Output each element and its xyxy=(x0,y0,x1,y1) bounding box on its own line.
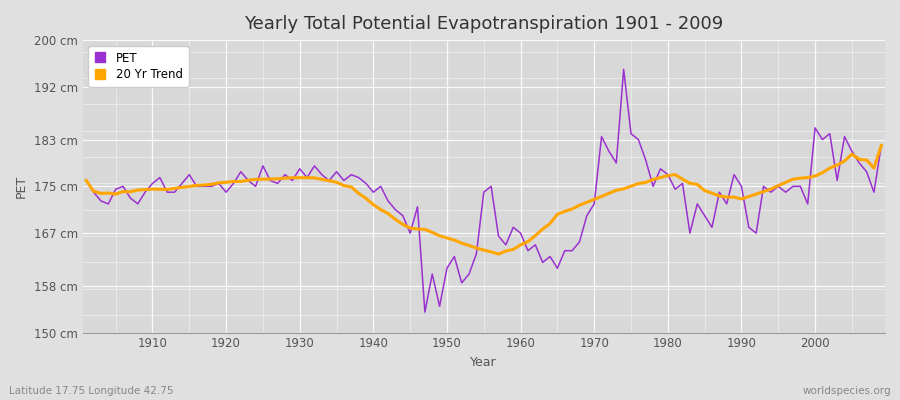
PET xyxy=(876,143,886,148)
Text: Latitude 17.75 Longitude 42.75: Latitude 17.75 Longitude 42.75 xyxy=(9,386,174,396)
Text: worldspecies.org: worldspecies.org xyxy=(803,386,891,396)
20 Yr Trend xyxy=(515,242,526,247)
PET xyxy=(140,190,150,194)
20 Yr Trend xyxy=(493,252,504,256)
PET xyxy=(523,248,534,253)
Line: 20 Yr Trend: 20 Yr Trend xyxy=(86,146,881,254)
PET xyxy=(346,172,356,177)
PET xyxy=(611,160,622,165)
PET xyxy=(515,231,526,236)
PET xyxy=(618,67,629,72)
20 Yr Trend xyxy=(302,175,312,180)
Line: PET: PET xyxy=(86,69,881,312)
PET xyxy=(81,178,92,183)
Legend: PET, 20 Yr Trend: PET, 20 Yr Trend xyxy=(88,46,188,87)
20 Yr Trend xyxy=(523,239,534,244)
20 Yr Trend xyxy=(876,143,886,148)
PET xyxy=(419,310,430,314)
20 Yr Trend xyxy=(611,188,622,193)
20 Yr Trend xyxy=(81,178,92,183)
PET xyxy=(302,175,312,180)
Y-axis label: PET: PET xyxy=(15,175,28,198)
Title: Yearly Total Potential Evapotranspiration 1901 - 2009: Yearly Total Potential Evapotranspiratio… xyxy=(244,15,724,33)
X-axis label: Year: Year xyxy=(471,356,497,369)
20 Yr Trend xyxy=(140,187,150,192)
20 Yr Trend xyxy=(346,184,356,189)
